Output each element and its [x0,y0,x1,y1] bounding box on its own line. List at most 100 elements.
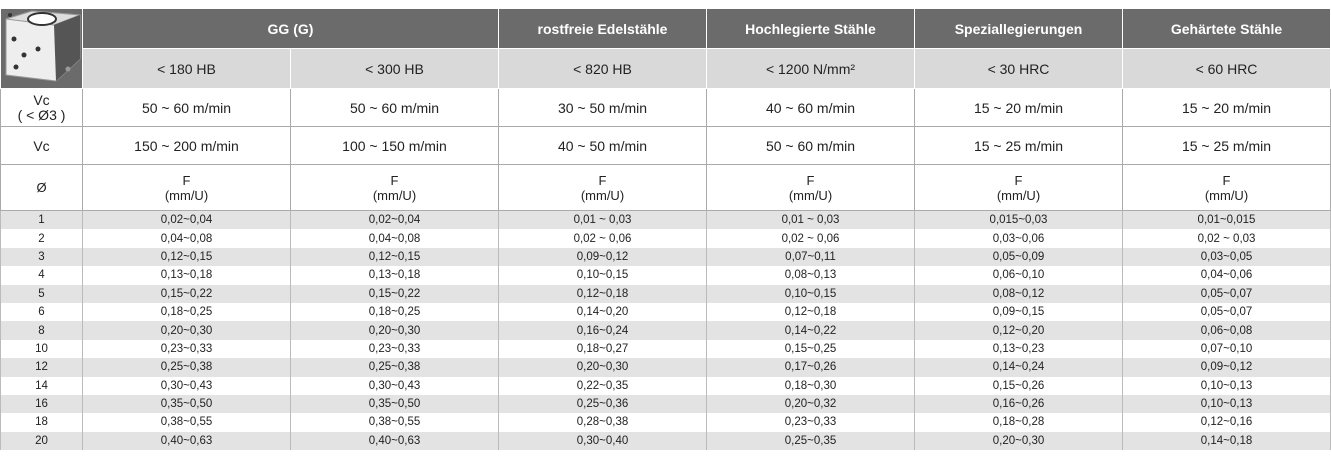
feed-header-cell: F (mm/U) [498,164,707,211]
diameter-cell: 14 [0,376,83,395]
icon-cell [0,8,83,89]
hardness-cell: < 300 HB [290,48,499,89]
feed-cell: 0,16~0,24 [498,321,707,340]
diameter-cell: 8 [0,321,83,340]
vc-cell: 40 ~ 60 m/min [706,88,915,127]
vc-small-row: Vc( < Ø3 ) 50 ~ 60 m/min 50 ~ 60 m/min 30 ~… [0,88,1331,127]
hardness-cell: < 1200 N/mm² [706,48,915,89]
data-row: 12 0,25~0,38 0,25~0,38 0,20~0,30 0,17~0,26 0,… [0,358,1331,377]
feed-header-line: F [806,172,815,188]
material-icon [5,10,80,82]
vc-cell: 15 ~ 20 m/min [914,88,1123,127]
feed-cell: 0,15~0,26 [914,376,1123,395]
feed-header-line: (mm/U) [996,187,1041,203]
feed-cell: 0,18~0,25 [290,302,499,322]
diameter-cell: 5 [0,284,83,303]
group-header: rostfreie Edelstähle [498,8,707,49]
diameter-cell: 12 [0,358,83,377]
feed-cell: 0,35~0,50 [290,394,499,414]
feed-cell: 0,01~0,015 [1122,210,1331,230]
feed-cell: 0,12~0,15 [290,247,499,267]
hardness-cell: < 60 HRC [1122,48,1331,89]
vc-cell: 15 ~ 25 m/min [914,126,1123,165]
feed-cell: 0,02 ~ 0,06 [498,229,707,248]
feed-cell: 0,20~0,32 [706,394,915,414]
group-header: Gehärtete Stähle [1122,8,1331,49]
feed-header-line: (mm/U) [164,187,209,203]
feed-cell: 0,01 ~ 0,03 [498,210,707,230]
feed-cell: 0,25~0,36 [498,394,707,414]
feed-cell: 0,17~0,26 [706,358,915,377]
feed-cell: 0,02~0,04 [290,210,499,230]
feed-cell: 0,01 ~ 0,03 [706,210,915,230]
diameter-cell: 1 [0,210,83,230]
row-label: Vc [0,126,83,165]
feed-cell: 0,12~0,18 [706,302,915,322]
feed-cell: 0,12~0,15 [82,247,291,267]
feed-cell: 0,10~0,13 [1122,394,1331,414]
feed-cell: 0,10~0,15 [706,284,915,303]
feed-cell: 0,07~0,11 [706,247,915,267]
feed-cell: 0,04~0,08 [290,229,499,248]
hardness-cell: < 820 HB [498,48,707,89]
feed-cell: 0,08~0,13 [706,266,915,285]
feed-header-line: F [598,172,607,188]
data-row: 8 0,20~0,30 0,20~0,30 0,16~0,24 0,14~0,22 0,1… [0,321,1331,340]
feed-cell: 0,25~0,38 [290,358,499,377]
feed-cell: 0,40~0,63 [290,431,499,451]
vc-cell: 50 ~ 60 m/min [706,126,915,165]
row-label: Vc( < Ø3 ) [0,88,83,127]
feed-cell: 0,18~0,27 [498,339,707,359]
table-body: GG (G) rostfreie Edelstähle Hochlegierte S… [0,8,1331,451]
diameter-cell: 18 [0,413,83,432]
vc-cell: 30 ~ 50 m/min [498,88,707,127]
feed-cell: 0,03~0,05 [1122,247,1331,267]
feed-cell: 0,13~0,18 [82,266,291,285]
feed-cell: 0,12~0,20 [914,321,1123,340]
feed-cell: 0,20~0,30 [914,431,1123,451]
feed-cell: 0,02~0,04 [82,210,291,230]
feed-cell: 0,12~0,16 [1122,413,1331,432]
feed-header-cell: F (mm/U) [706,164,915,211]
data-row: 1 0,02~0,04 0,02~0,04 0,01 ~ 0,03 0,01 ~ 0,0… [0,210,1331,230]
data-row: 18 0,38~0,55 0,38~0,55 0,28~0,38 0,23~0,33 0,… [0,413,1331,432]
vc-row: Vc 150 ~ 200 m/min 100 ~ 150 m/min 40 ~ 50 … [0,126,1331,165]
vc-cell: 15 ~ 25 m/min [1122,126,1331,165]
feed-cell: 0,25~0,35 [706,431,915,451]
data-row: 16 0,35~0,50 0,35~0,50 0,25~0,36 0,20~0,32 0,… [0,394,1331,414]
feed-cell: 0,16~0,26 [914,394,1123,414]
feed-cell: 0,015~0,03 [914,210,1123,230]
diameter-cell: 6 [0,302,83,322]
feed-header-cell: F (mm/U) [1122,164,1331,211]
vc-cell: 150 ~ 200 m/min [82,126,291,165]
header-row: GG (G) rostfreie Edelstähle Hochlegierte S… [0,8,1331,89]
feed-cell: 0,05~0,09 [914,247,1123,267]
feed-cell: 0,15~0,22 [290,284,499,303]
feed-cell: 0,05~0,07 [1122,302,1331,322]
feed-header-line: (mm/U) [372,187,417,203]
feed-cell: 0,02 ~ 0,03 [1122,229,1331,248]
hardness-cell: < 30 HRC [914,48,1123,89]
feed-cell: 0,14~0,18 [1122,431,1331,451]
feed-cell: 0,40~0,63 [82,431,291,451]
feed-cell: 0,04~0,06 [1122,266,1331,285]
feed-cell: 0,25~0,38 [82,358,291,377]
feed-cell: 0,20~0,30 [498,358,707,377]
group-header: Speziallegierungen [914,8,1123,49]
vc-cell: 40 ~ 50 m/min [498,126,707,165]
feed-cell: 0,18~0,25 [82,302,291,322]
diameter-cell: 20 [0,431,83,451]
feed-header-line: (mm/U) [580,187,625,203]
feed-cell: 0,15~0,22 [82,284,291,303]
feed-cell: 0,28~0,38 [498,413,707,432]
feed-cell: 0,18~0,28 [914,413,1123,432]
feed-header-row: Ø F (mm/U) F (mm/U) F (mm/U) F (mm/U) F (mm/U) F (mm… [0,164,1331,211]
feed-header-cell: F (mm/U) [82,164,291,211]
feed-cell: 0,12~0,18 [498,284,707,303]
feed-cell: 0,38~0,55 [82,413,291,432]
feed-cell: 0,10~0,13 [1122,376,1331,395]
feed-header-line: F [1222,172,1231,188]
label-sub: ( < Ø3 ) [17,106,66,123]
label-main: Vc [33,91,50,108]
